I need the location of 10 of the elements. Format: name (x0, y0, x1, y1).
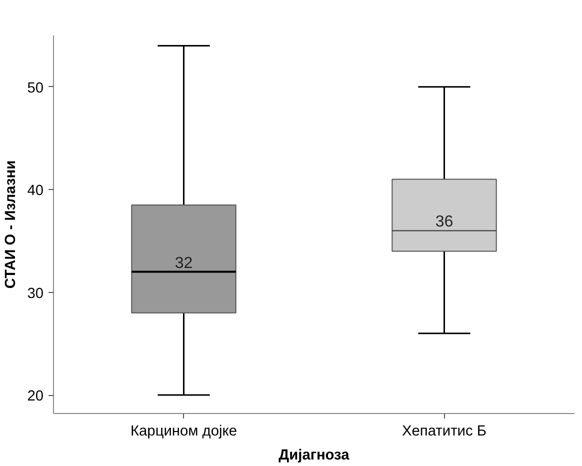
annotation: 32 (174, 254, 193, 272)
x-tick-label: Карцином дојке (130, 424, 238, 440)
y-tick-label: 30 (27, 286, 44, 302)
y-tick-label: 40 (27, 183, 44, 200)
y-axis-title: СТАИ О - Излазни (3, 160, 20, 289)
y-tick-label: 20 (27, 388, 44, 405)
x-tick-label: Хепатитис Б (402, 424, 487, 440)
annotation: 36 (435, 214, 454, 231)
y-tick-label: 50 (27, 80, 44, 96)
x-axis-title: Дијагноза (278, 448, 350, 464)
